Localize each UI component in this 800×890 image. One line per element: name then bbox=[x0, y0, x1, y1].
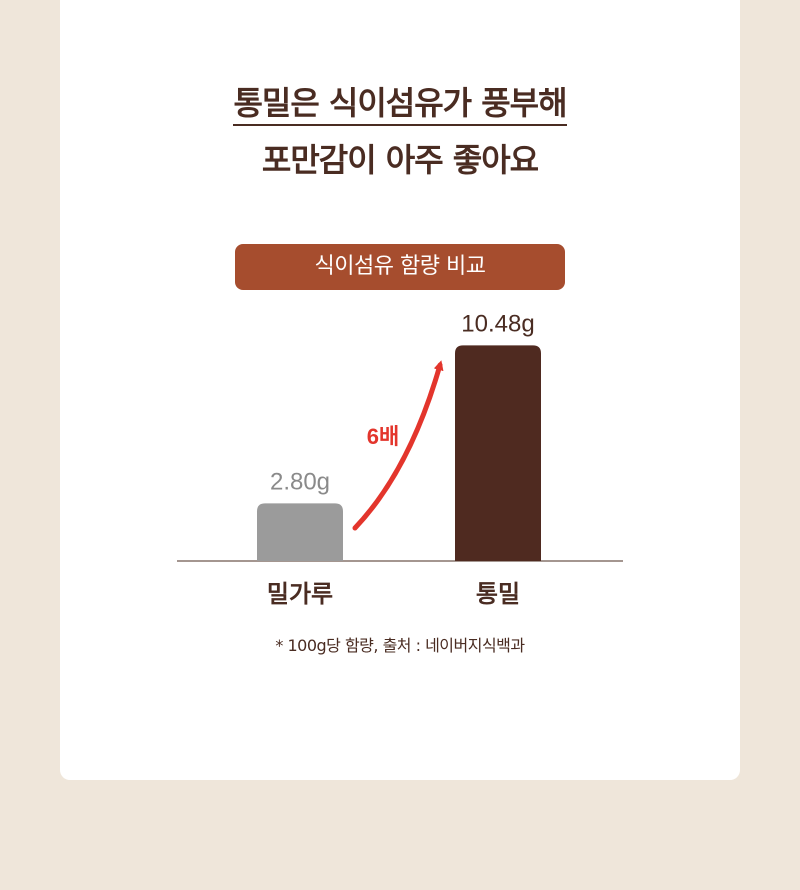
bar-whole-wheat bbox=[455, 345, 541, 561]
category-label-wheat-flour: 밀가루 bbox=[267, 580, 333, 608]
content-card bbox=[60, 0, 740, 780]
headline-line-1-text: 통밀은 식이섬유가 풍부해 bbox=[233, 84, 568, 126]
headline-line-1: 통밀은 식이섬유가 풍부해 bbox=[0, 78, 800, 126]
value-label-wheat-flour: 2.80g bbox=[270, 468, 330, 495]
ratio-annotation: 6배 bbox=[367, 424, 399, 449]
footnote-source: * 100g당 함량, 출처 : 네이버지식백과 bbox=[275, 636, 525, 655]
growth-arrow-icon bbox=[352, 360, 444, 531]
value-label-whole-wheat: 10.48g bbox=[461, 310, 534, 337]
bar-wheat-flour bbox=[257, 503, 343, 561]
headline-line-2: 포만감이 아주 좋아요 bbox=[261, 141, 539, 179]
category-label-whole-wheat: 통밀 bbox=[476, 580, 520, 608]
chart-title-badge: 식이섬유 함량 비교 bbox=[235, 244, 565, 290]
